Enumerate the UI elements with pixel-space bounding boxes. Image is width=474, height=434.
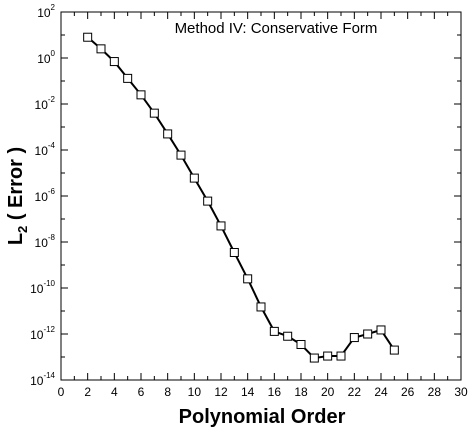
chart-title: Method IV: Conservative Form: [175, 20, 378, 37]
y-axis-title-main: L: [5, 233, 27, 245]
x-tick-label: 24: [374, 385, 388, 399]
x-tick-label: 12: [214, 385, 228, 399]
x-tick-label: 4: [111, 385, 118, 399]
x-tick-label: 22: [348, 385, 362, 399]
series-markers: [83, 32, 399, 363]
data-point: [189, 173, 199, 183]
x-tick-labels: 0 2 4 6 8 10 12 14 16 18 20 22 24 26 28 30: [58, 385, 468, 399]
y-tick-label: 10-4: [35, 141, 56, 158]
y-axis-title: L2 ( Error ): [5, 147, 30, 245]
series-line: [87, 36, 396, 360]
y-tick-label: 10-14: [30, 371, 55, 388]
data-point: [389, 345, 399, 355]
y-tick-label: 10-12: [30, 325, 55, 342]
data-point: [256, 302, 266, 312]
data-point: [363, 329, 373, 339]
x-tick-label: 8: [164, 385, 171, 399]
x-tick-label: 16: [268, 385, 282, 399]
x-tick-label: 28: [428, 385, 442, 399]
plot-frame: [60, 11, 462, 381]
x-tick-label: 10: [188, 385, 202, 399]
data-point: [136, 90, 146, 100]
y-tick-label: 10-8: [35, 233, 56, 250]
data-point: [96, 44, 106, 54]
data-point: [229, 247, 239, 257]
data-point: [216, 221, 226, 231]
y-tick-label: 102: [37, 3, 55, 20]
x-tick-label: 14: [241, 385, 255, 399]
data-point: [269, 326, 279, 336]
x-tick-label: 26: [401, 385, 415, 399]
data-point: [349, 333, 359, 343]
data-point: [123, 73, 133, 83]
y-axis-title-rest: ( Error ): [5, 147, 27, 226]
x-tick-label: 20: [321, 385, 335, 399]
data-point: [149, 108, 159, 118]
data-point: [83, 32, 93, 42]
y-axis-title-subscript: 2: [15, 226, 30, 233]
y-tick-label: 100: [37, 49, 55, 66]
data-point: [109, 57, 119, 67]
x-tick-label: 6: [138, 385, 145, 399]
data-point: [309, 353, 319, 363]
x-tick-label: 0: [58, 385, 65, 399]
y-tick-labels: 102 100 10-2 10-4 10-6 10-8 10-10 10-12 10-14: [30, 3, 55, 388]
y-tick-label: 10-6: [35, 187, 56, 204]
data-point: [243, 274, 253, 284]
axis-ticks: [60, 11, 462, 381]
data-point: [163, 129, 173, 139]
y-tick-label: 10-10: [30, 279, 55, 296]
x-tick-label: 18: [294, 385, 308, 399]
y-tick-label: 10-2: [35, 95, 56, 112]
data-point: [283, 331, 293, 341]
x-axis-title: Polynomial Order: [179, 406, 346, 428]
x-tick-label: 2: [84, 385, 91, 399]
data-point: [323, 351, 333, 361]
x-tick-label: 30: [454, 385, 468, 399]
data-point: [176, 150, 186, 160]
data-point: [336, 351, 346, 361]
data-point: [376, 325, 386, 335]
data-point: [296, 339, 306, 349]
data-point: [203, 196, 213, 206]
